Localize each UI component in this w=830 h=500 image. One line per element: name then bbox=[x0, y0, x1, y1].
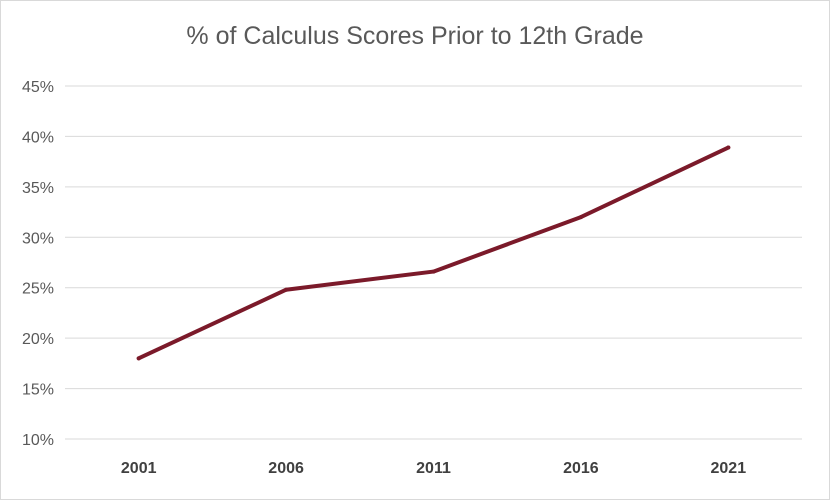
y-tick-label: 30% bbox=[22, 230, 54, 247]
series-line bbox=[136, 145, 731, 361]
gridlines bbox=[65, 85, 802, 440]
y-tick-label: 40% bbox=[22, 129, 54, 146]
data-point bbox=[431, 269, 436, 274]
x-tick-label: 2006 bbox=[268, 460, 304, 477]
x-axis-tick-labels: 2001 2006 2011 2016 2021 bbox=[121, 460, 746, 477]
x-tick-label: 2021 bbox=[711, 460, 747, 477]
y-tick-label: 35% bbox=[22, 180, 54, 197]
y-tick-label: 25% bbox=[22, 281, 54, 298]
x-tick-label: 2011 bbox=[416, 460, 451, 477]
y-axis-tick-labels: 10% 15% 20% 25% 30% 35% 40% 45% bbox=[22, 79, 54, 449]
chart-title: % of Calculus Scores Prior to 12th Grade bbox=[186, 22, 644, 50]
data-point bbox=[726, 145, 731, 150]
y-tick-label: 20% bbox=[22, 331, 54, 348]
y-tick-label: 45% bbox=[22, 79, 54, 96]
y-tick-label: 10% bbox=[22, 432, 54, 449]
data-point bbox=[136, 356, 141, 361]
series-group bbox=[136, 145, 731, 361]
x-tick-label: 2016 bbox=[563, 460, 599, 477]
y-tick-label: 15% bbox=[22, 382, 54, 399]
data-point bbox=[578, 215, 583, 220]
x-tick-label: 2001 bbox=[121, 460, 157, 477]
data-point bbox=[284, 287, 289, 292]
